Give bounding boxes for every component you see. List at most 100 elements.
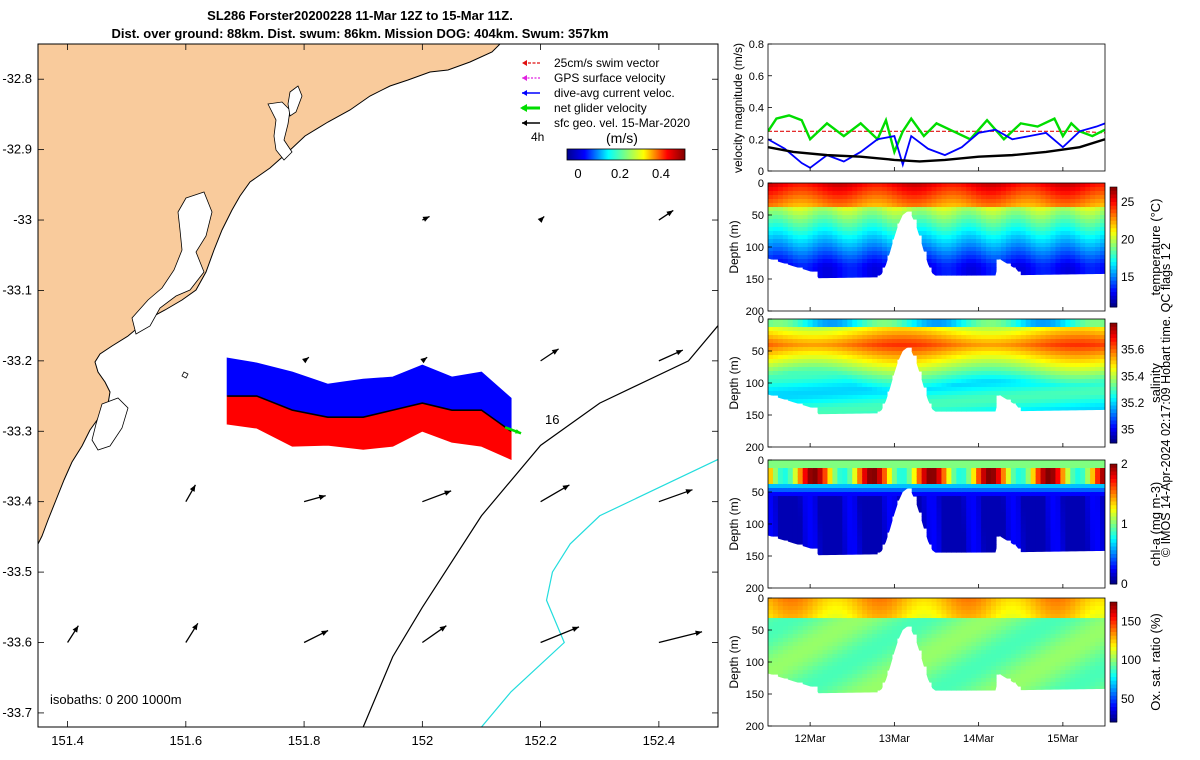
section-cell xyxy=(1050,532,1056,537)
section-cell xyxy=(1095,335,1101,340)
section-cell xyxy=(941,235,947,240)
section-cell xyxy=(857,480,863,485)
section-cell xyxy=(803,488,809,493)
section-cell xyxy=(946,195,952,200)
section-cell xyxy=(1021,464,1027,469)
section-cell xyxy=(937,464,943,469)
section-cell xyxy=(1070,351,1076,356)
section-cell xyxy=(823,215,829,220)
section-cell xyxy=(1011,243,1017,248)
section-cell xyxy=(1060,243,1066,248)
section-cell xyxy=(951,488,957,493)
section-cell xyxy=(1080,259,1086,264)
section-cell xyxy=(1026,327,1032,332)
section-cell xyxy=(932,387,938,392)
section-cell xyxy=(1075,199,1081,204)
section-cell xyxy=(1031,375,1037,380)
section-cell xyxy=(966,536,972,541)
section-cell xyxy=(788,484,794,489)
section-cell xyxy=(808,191,814,196)
section-cell xyxy=(946,187,952,192)
section-cell xyxy=(877,476,883,481)
section-cell xyxy=(961,508,967,513)
section-cell xyxy=(996,319,1002,324)
section-cell xyxy=(971,215,977,220)
section-cell xyxy=(832,606,838,611)
section-cell xyxy=(1070,508,1076,513)
section-cell xyxy=(1095,207,1101,212)
section-cell xyxy=(946,403,952,408)
section-cell xyxy=(778,524,784,529)
section-cell xyxy=(1016,335,1022,340)
section-cell xyxy=(872,492,878,497)
section-cell xyxy=(808,476,814,481)
section-cell xyxy=(986,347,992,352)
section-cell xyxy=(981,383,987,388)
section-cell xyxy=(1016,480,1022,485)
colorbar-cell xyxy=(1110,502,1117,506)
colorbar-cell xyxy=(1110,379,1117,383)
section-cell xyxy=(1070,484,1076,489)
section-cell xyxy=(1070,187,1076,192)
section-cell xyxy=(1095,195,1101,200)
map-ytick-label: -32.8 xyxy=(2,71,32,86)
section-cell xyxy=(862,191,868,196)
section-cell xyxy=(837,488,843,493)
section-cell xyxy=(996,476,1002,481)
section-cell xyxy=(1046,351,1052,356)
section-cell xyxy=(981,335,987,340)
section-cell xyxy=(1050,508,1056,513)
section-cell xyxy=(1016,508,1022,513)
section-cell xyxy=(818,375,824,380)
section-cell xyxy=(981,367,987,372)
section-cell xyxy=(991,544,997,549)
section-cell xyxy=(937,203,943,208)
section-cell xyxy=(793,391,799,396)
section-cell xyxy=(1095,383,1101,388)
section-cell xyxy=(827,630,833,635)
section-cell xyxy=(1021,371,1027,376)
section-cell xyxy=(1075,540,1081,545)
section-cell xyxy=(778,464,784,469)
section-cell xyxy=(1036,255,1042,260)
section-cell xyxy=(862,468,868,473)
section-cell xyxy=(798,263,804,268)
section-cell xyxy=(902,472,908,477)
section-cell xyxy=(1075,468,1081,473)
section-cell xyxy=(1085,207,1091,212)
section-cell xyxy=(882,343,888,348)
section-cell xyxy=(842,484,848,489)
section-cell xyxy=(872,223,878,228)
section-cell xyxy=(818,650,824,655)
section-cell xyxy=(1065,347,1071,352)
section-cell xyxy=(882,355,888,360)
section-cell xyxy=(788,335,794,340)
section-cell xyxy=(773,654,779,659)
section-cell xyxy=(847,339,853,344)
section-cell xyxy=(798,492,804,497)
section-cell xyxy=(827,203,833,208)
section-cell xyxy=(818,355,824,360)
section-cell xyxy=(1026,504,1032,509)
section-cell xyxy=(1011,187,1017,192)
section-cell xyxy=(1090,195,1096,200)
section-cell xyxy=(1050,528,1056,533)
section-cell xyxy=(956,359,962,364)
section-cell xyxy=(1070,391,1076,396)
section-cell xyxy=(1006,500,1012,505)
section-cell xyxy=(1085,403,1091,408)
section-cell xyxy=(1050,367,1056,372)
section-cell xyxy=(887,488,893,493)
section-cell xyxy=(996,524,1002,529)
section-cell xyxy=(778,512,784,517)
section-cell xyxy=(852,484,858,489)
section-cell xyxy=(877,187,883,192)
section-cell xyxy=(1031,243,1037,248)
section-cell xyxy=(1021,207,1027,212)
section-cell xyxy=(927,520,933,525)
section-cell xyxy=(852,512,858,517)
section-cell xyxy=(1050,247,1056,252)
section-cell xyxy=(991,347,997,352)
section-cell xyxy=(1085,468,1091,473)
section-cell xyxy=(808,646,814,651)
